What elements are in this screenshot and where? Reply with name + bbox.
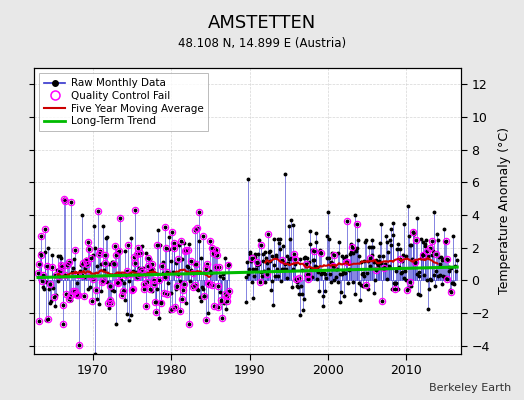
- Y-axis label: Temperature Anomaly (°C): Temperature Anomaly (°C): [498, 128, 511, 294]
- Legend: Raw Monthly Data, Quality Control Fail, Five Year Moving Average, Long-Term Tren: Raw Monthly Data, Quality Control Fail, …: [39, 73, 209, 132]
- Text: Berkeley Earth: Berkeley Earth: [429, 383, 511, 393]
- Text: 48.108 N, 14.899 E (Austria): 48.108 N, 14.899 E (Austria): [178, 37, 346, 50]
- Text: AMSTETTEN: AMSTETTEN: [208, 14, 316, 32]
